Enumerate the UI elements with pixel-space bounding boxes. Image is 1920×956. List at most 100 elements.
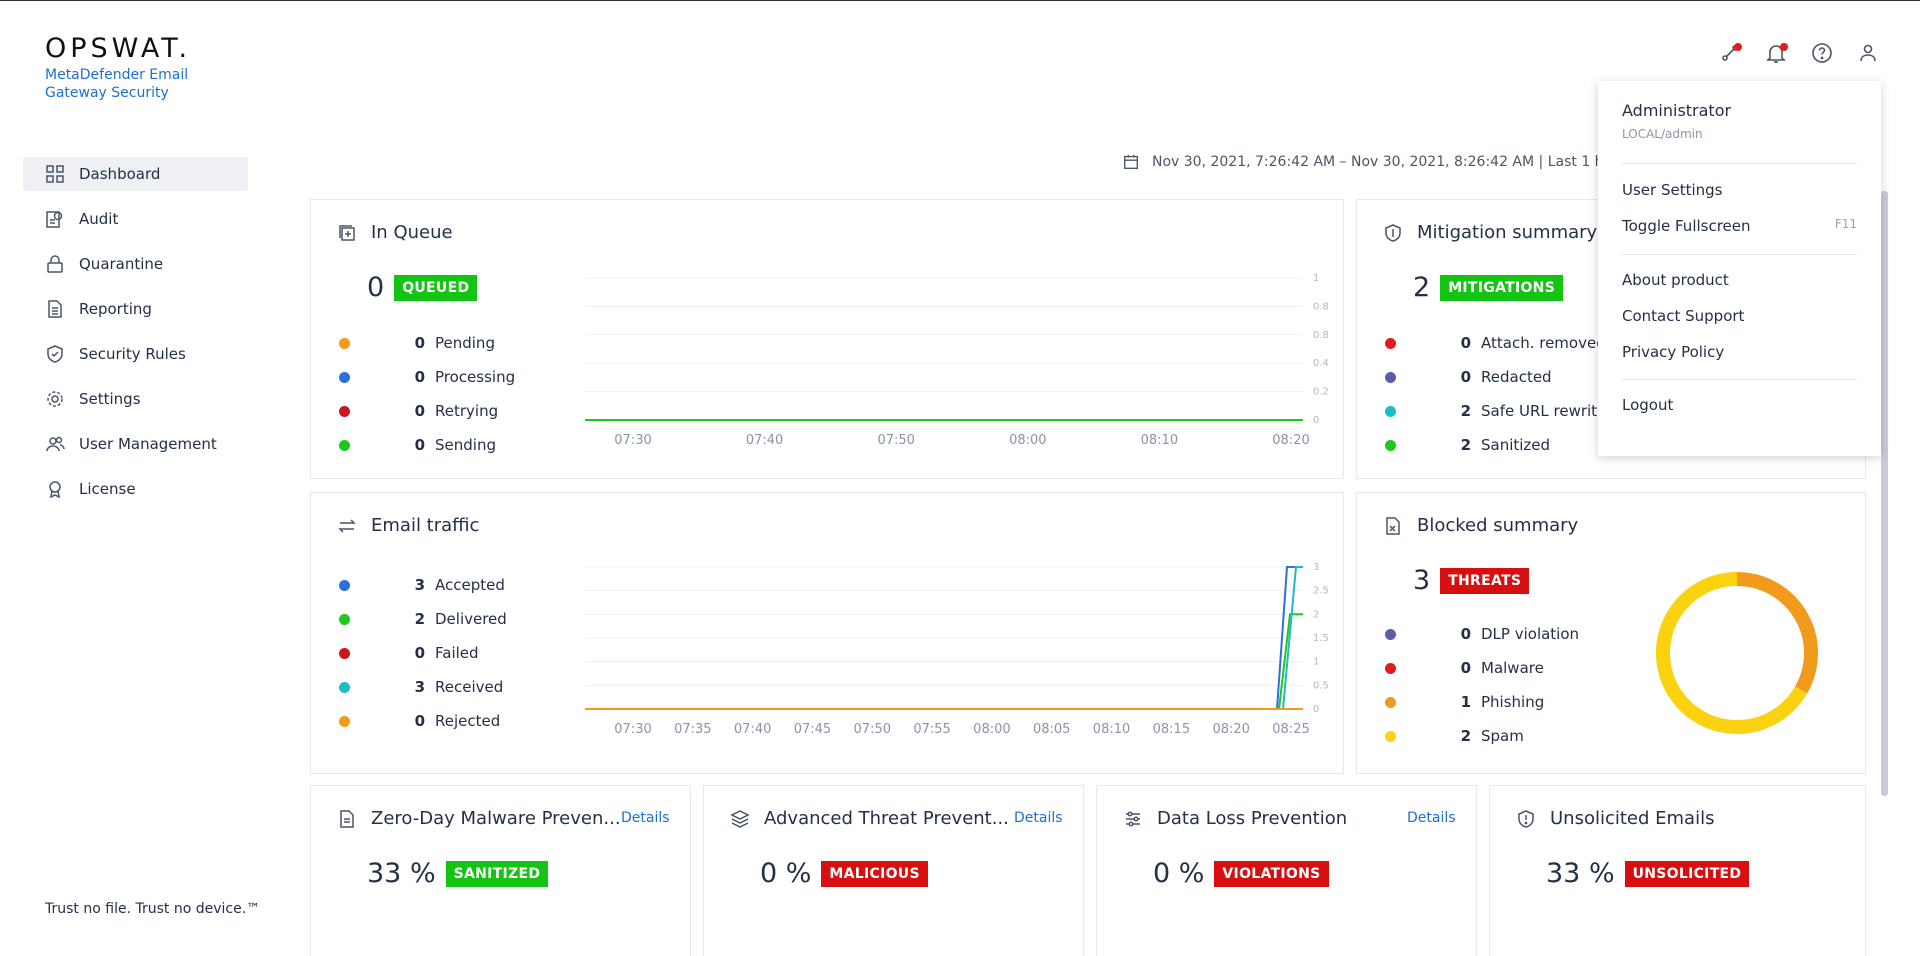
menu-item-toggle-fullscreen[interactable]: Toggle Fullscreen F11 — [1622, 217, 1857, 235]
sidebar-item-label: Audit — [79, 210, 119, 228]
menu-item-about[interactable]: About product — [1622, 271, 1729, 289]
sidebar-item-label: Security Rules — [79, 345, 186, 363]
legend-item: 0 Sending — [339, 428, 515, 462]
legend-item: 0 Attach. removed — [1385, 326, 1606, 360]
y-tick-label: 0.8 — [1313, 330, 1329, 341]
calendar-icon — [1124, 154, 1138, 169]
legend-item: 3 Received — [339, 670, 507, 704]
sidebar-item-label: Dashboard — [79, 165, 161, 183]
legend-item: 0 DLP violation — [1385, 617, 1579, 651]
card-title: Advanced Threat Prevent... — [730, 808, 1009, 829]
x-tick-label: 08:15 — [1153, 722, 1190, 737]
sidebar-item-reporting[interactable]: Reporting — [23, 292, 248, 326]
sidebar-item-audit[interactable]: Audit — [23, 202, 248, 236]
sidebar-item-dashboard[interactable]: Dashboard — [23, 157, 248, 191]
menu-item-user-settings[interactable]: User Settings — [1622, 181, 1723, 199]
report-icon — [48, 300, 62, 318]
x-tick-label: 07:50 — [854, 722, 891, 737]
x-tick-label: 08:20 — [1272, 433, 1309, 448]
mitigations-badge: MITIGATIONS — [1440, 274, 1564, 301]
legend-dot — [1385, 405, 1396, 417]
x-tick-label: 08:00 — [1009, 433, 1046, 448]
menu-item-logout[interactable]: Logout — [1622, 396, 1674, 414]
card-title: Email traffic — [337, 515, 479, 536]
legend-dot — [339, 405, 350, 417]
threats-badge: THREATS — [1440, 567, 1530, 594]
sidebar-item-user-management[interactable]: User Management — [23, 427, 248, 461]
queue-count: 0 — [367, 272, 385, 303]
user-icon[interactable] — [1856, 41, 1880, 65]
help-icon[interactable] — [1810, 41, 1834, 65]
legend-item: 0 Failed — [339, 636, 507, 670]
y-tick-label: 1.5 — [1313, 633, 1329, 644]
legend-item: 0 Pending — [339, 326, 515, 360]
x-tick-label: 08:10 — [1141, 433, 1178, 448]
percent-row: 33 % SANITIZED — [367, 858, 549, 889]
shortcut-hint: F11 — [1834, 217, 1857, 231]
legend-item: 2 Spam — [1385, 719, 1579, 753]
legend-item: 0 Rejected — [339, 704, 507, 738]
sidebar-item-label: User Management — [79, 435, 217, 453]
date-range-picker[interactable]: Nov 30, 2021, 7:26:42 AM – Nov 30, 2021,… — [1122, 153, 1627, 171]
sidebar-item-quarantine[interactable]: Quarantine — [23, 247, 248, 281]
in-queue-card: In Queue 0 QUEUED 0 Pending 0 Processing 0… — [310, 199, 1344, 479]
menu-item-privacy-policy[interactable]: Privacy Policy — [1622, 343, 1725, 361]
details-link[interactable]: Details — [1014, 810, 1063, 826]
user-account: LOCAL/admin — [1622, 127, 1703, 141]
details-link[interactable]: Details — [1407, 810, 1456, 826]
blocked-total: 3 THREATS — [1413, 565, 1530, 596]
card-title: Zero-Day Malware Preven... — [337, 808, 621, 829]
y-tick-label: 1 — [1313, 657, 1319, 668]
malicious-badge: MALICIOUS — [821, 860, 928, 887]
queue-icon — [339, 224, 355, 241]
menu-item-contact-support[interactable]: Contact Support — [1622, 307, 1745, 325]
x-tick-label: 07:30 — [614, 433, 651, 448]
legend-dot — [1385, 628, 1396, 640]
integration-icon[interactable] — [1718, 41, 1742, 65]
legend-dot — [339, 439, 350, 451]
mitigation-count: 2 — [1413, 272, 1431, 303]
sidebar-item-label: Settings — [79, 390, 141, 408]
sidebar-item-settings[interactable]: Settings — [23, 382, 248, 416]
data-loss-prevention-card: Data Loss Prevention Details 0 % VIOLATI… — [1096, 785, 1477, 956]
page-scrollbar[interactable] — [1881, 191, 1888, 796]
x-tick-label: 08:20 — [1212, 722, 1249, 737]
sliders-icon — [1126, 810, 1140, 827]
x-tick-label: 07:30 — [614, 722, 651, 737]
sidebar-item-label: Reporting — [79, 300, 152, 318]
legend-item: 0 Retrying — [339, 394, 515, 428]
bell-icon[interactable] — [1764, 41, 1788, 65]
unsolicited-badge: UNSOLICITED — [1624, 860, 1750, 887]
x-tick-label: 07:45 — [794, 722, 831, 737]
x-tick-label: 08:00 — [973, 722, 1010, 737]
legend-dot — [339, 715, 350, 727]
card-title: Data Loss Prevention — [1123, 808, 1347, 829]
license-icon — [49, 481, 61, 499]
menu-divider — [1622, 254, 1857, 255]
legend-item: 2 Sanitized — [1385, 428, 1606, 462]
product-name: MetaDefender Email Gateway Security — [45, 67, 189, 101]
shield-alert-icon — [1518, 809, 1534, 828]
sidebar-item-security-rules[interactable]: Security Rules — [23, 337, 248, 371]
percent-row: 0 % MALICIOUS — [760, 858, 928, 889]
legend-dot — [339, 337, 350, 349]
x-tick-label: 08:25 — [1272, 722, 1309, 737]
y-tick-label: 0 — [1313, 704, 1319, 715]
advanced-threat-card: Advanced Threat Prevent... Details 0 % M… — [703, 785, 1084, 956]
top-toolbar — [1718, 41, 1880, 65]
donut-slice-spam — [1656, 572, 1808, 734]
sidebar-nav: Dashboard Audit Quarantine Reporting Sec… — [23, 157, 248, 517]
sidebar-item-license[interactable]: License — [23, 472, 248, 506]
traffic-legend: 3 Accepted 2 Delivered 0 Failed 3 Received 0… — [339, 568, 507, 738]
user-name: Administrator — [1622, 101, 1732, 120]
y-tick-label: 0.5 — [1313, 680, 1329, 691]
logo[interactable]: OPSWAT. MetaDefender Email Gateway Secur… — [45, 33, 205, 102]
legend-item: 1 Phishing — [1385, 685, 1579, 719]
queue-legend: 0 Pending 0 Processing 0 Retrying 0 Sending — [339, 326, 515, 462]
legend-dot — [339, 371, 350, 383]
shield-check-icon — [47, 345, 63, 363]
tagline: Trust no file. Trust no device.™ — [45, 901, 261, 917]
y-tick-label: 0 — [1313, 415, 1319, 426]
lock-icon — [47, 255, 63, 273]
details-link[interactable]: Details — [621, 810, 670, 826]
